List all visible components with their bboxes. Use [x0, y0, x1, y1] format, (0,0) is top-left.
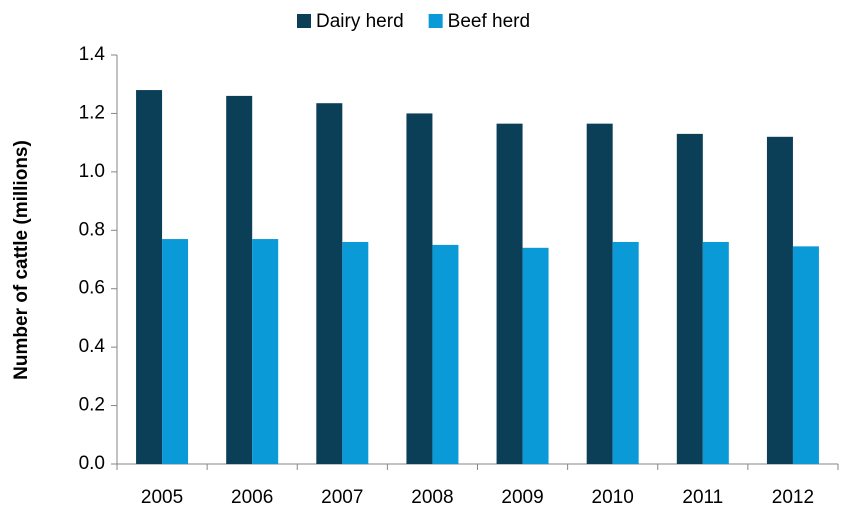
x-tick-label: 2010 — [592, 487, 634, 508]
bar — [522, 247, 549, 464]
bar — [496, 123, 523, 465]
legend-label: Dairy herd — [316, 11, 404, 32]
bar — [612, 241, 639, 464]
x-tick-label: 2007 — [321, 487, 363, 508]
x-tick-label: 2012 — [772, 487, 814, 508]
y-tick-label: 0.4 — [79, 336, 106, 357]
y-tick-label: 1.2 — [79, 102, 105, 123]
bar — [342, 241, 369, 464]
bar — [252, 239, 279, 464]
legend-label: Beef herd — [448, 11, 530, 32]
y-tick-label: 0.6 — [79, 278, 105, 299]
x-tick-label: 2008 — [411, 487, 453, 508]
bar — [406, 113, 433, 464]
y-tick-label: 1.4 — [79, 44, 106, 65]
bar — [432, 244, 459, 464]
bar — [766, 136, 793, 465]
bar — [226, 95, 253, 465]
bar — [792, 246, 819, 464]
legend-swatch — [428, 14, 443, 28]
bar — [586, 123, 613, 465]
y-tick-label: 1.0 — [79, 161, 105, 182]
bar — [316, 103, 343, 464]
y-tick-label: 0.2 — [79, 395, 105, 416]
bar — [136, 90, 163, 465]
x-tick-label: 2009 — [501, 487, 543, 508]
bar — [676, 133, 703, 464]
x-tick-label: 2005 — [141, 487, 183, 508]
x-tick-label: 2011 — [682, 487, 723, 508]
bar — [702, 241, 729, 464]
y-axis-label: Number of cattle (millions) — [11, 140, 32, 380]
y-tick-label: 0.0 — [79, 453, 105, 474]
x-tick-label: 2006 — [231, 487, 273, 508]
y-tick-label: 0.8 — [79, 219, 105, 240]
bar — [162, 239, 189, 464]
legend-swatch — [297, 14, 311, 28]
